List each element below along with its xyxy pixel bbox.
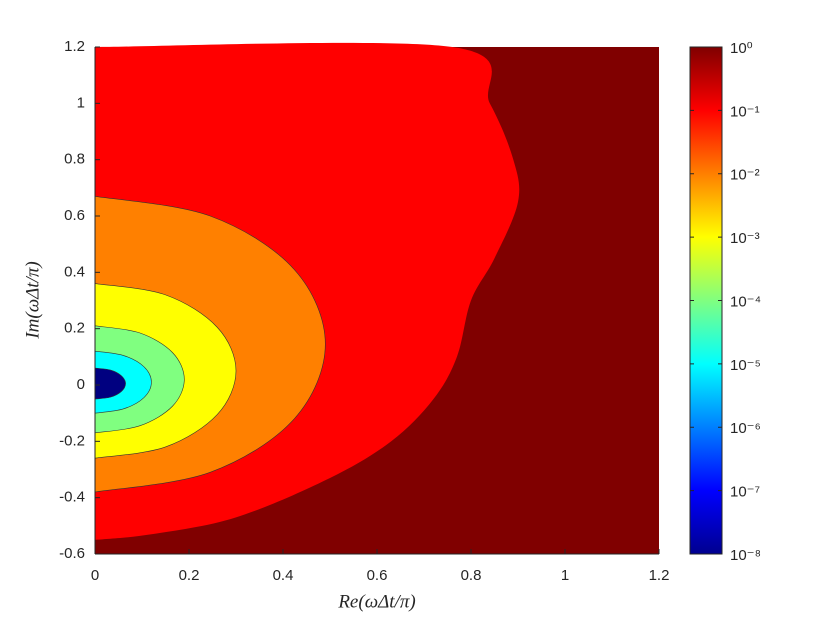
- x-axis-label: Re(ωΔt/π): [337, 591, 415, 612]
- y-tick-label: -0.4: [59, 489, 85, 506]
- y-tick-label: 1: [77, 94, 85, 111]
- y-tick-label: 0.2: [64, 320, 85, 337]
- y-tick-label: 0: [77, 376, 85, 393]
- x-tick-label: 0.4: [273, 567, 294, 584]
- y-tick-label: -0.6: [59, 545, 85, 562]
- y-tick-label: 0.8: [64, 151, 85, 168]
- colorbar-tick-label: 10⁻⁴: [730, 293, 761, 310]
- x-tick-label: 0.6: [367, 567, 388, 584]
- colorbar-tick-label: 10⁻⁵: [730, 357, 761, 374]
- y-tick-label: -0.2: [59, 432, 85, 449]
- x-tick-label: 0.2: [179, 567, 200, 584]
- colorbar-tick-label: 10⁻²: [730, 167, 760, 184]
- y-tick-label: 1.2: [64, 38, 85, 55]
- x-tick-label: 1: [561, 567, 569, 584]
- y-axis-label: Im(ωΔt/π): [22, 261, 43, 339]
- colorbar-tick-label: 10⁻¹: [730, 103, 760, 120]
- y-tick-label: 0.4: [64, 263, 85, 280]
- x-tick-label: 0: [91, 567, 99, 584]
- colorbar-tick-label: 10⁻⁸: [730, 547, 761, 564]
- colorbar-tick-label: 10⁰: [730, 40, 753, 57]
- colorbar-ticks: 10⁰ 10⁻¹ 10⁻² 10⁻³ 10⁻⁴ 10⁻⁵ 10⁻⁶ 10⁻⁷ 10⁻⁸: [690, 40, 761, 564]
- x-tick-label: 0.8: [461, 567, 482, 584]
- colorbar: [689, 46, 723, 555]
- colorbar-tick-label: 10⁻⁷: [730, 484, 760, 501]
- colorbar-tick-label: 10⁻⁶: [730, 420, 761, 437]
- plot-area: 0 0.2 0.4 0.6 0.8 1 1.2 -0.6 -0.4 -0.2 0 0.2 0.4 0.6 0…: [59, 38, 669, 584]
- colorbar-tick-label: 10⁻³: [730, 230, 760, 247]
- y-tick-label: 0.6: [64, 207, 85, 224]
- x-tick-label: 1.2: [649, 567, 670, 584]
- contour-region: [94, 367, 126, 400]
